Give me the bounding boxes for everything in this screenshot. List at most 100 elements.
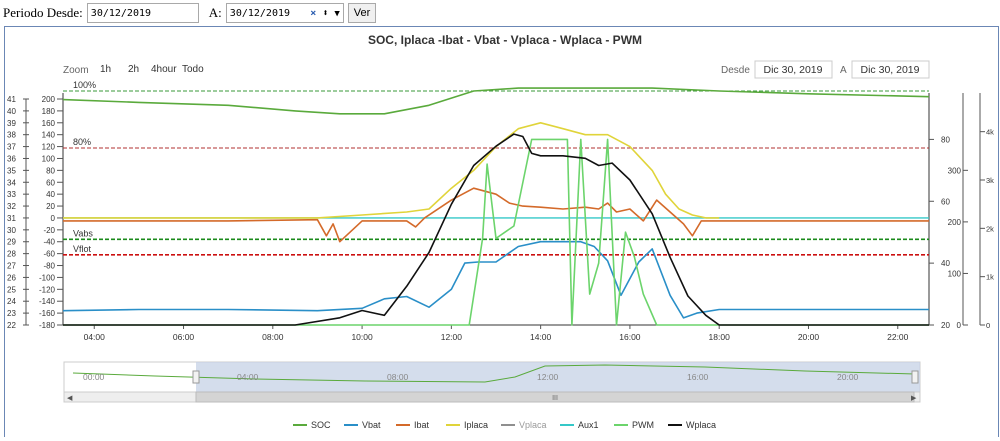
- legend-item-iplaca: Iplaca: [464, 420, 488, 430]
- vbat-tick-label: 39: [7, 119, 16, 128]
- zoom-2h-button[interactable]: 2h: [128, 64, 139, 75]
- right-axis-2-tick-label: 0: [957, 321, 962, 330]
- vbat-tick-label: 33: [7, 190, 16, 199]
- navigator-tick-label: 08:00: [387, 372, 409, 382]
- a-label: A:: [208, 5, 222, 20]
- legend-item-aux1: Aux1: [578, 420, 599, 430]
- range-from-input[interactable]: [754, 60, 833, 79]
- ibat-tick-label: -60: [43, 250, 55, 259]
- x-tick-label: 06:00: [173, 332, 195, 342]
- period-filter: Periodo Desde: 30/12/2019 A: 30/12/2019 …: [3, 2, 377, 24]
- legend-item-wplaca: Wplaca: [686, 420, 716, 430]
- vbat-tick-label: 30: [7, 226, 16, 235]
- series-line-ibat: [63, 187, 929, 243]
- chart-legend: SOC Vbat Ibat Iplaca Vplaca Aux1 PWM Wplaca: [293, 420, 716, 430]
- right-axis-2-tick-label: 100: [948, 269, 962, 278]
- ibat-tick-label: -180: [39, 321, 56, 330]
- navigator-left-handle[interactable]: [192, 370, 200, 384]
- chart-title: SOC, Iplaca -Ibat - Vbat - Vplaca - Wpla…: [368, 33, 642, 47]
- wplaca-tick-label: 4k: [986, 128, 994, 137]
- vbat-tick-label: 36: [7, 154, 16, 163]
- vbat-tick-label: 23: [7, 309, 16, 318]
- legend-item-vplaca: Vplaca: [519, 420, 547, 430]
- wplaca-tick-label: 1k: [986, 273, 994, 282]
- series-line-wplaca: [63, 133, 929, 326]
- a-date-input[interactable]: 30/12/2019 × ⬍ ▼: [225, 3, 344, 23]
- navigator-tick-label: 16:00: [687, 372, 709, 382]
- wplaca-tick-label: 0: [986, 321, 990, 330]
- ibat-tick-label: 160: [42, 119, 56, 128]
- vbat-tick-label: 24: [7, 297, 16, 306]
- x-tick-label: 12:00: [441, 332, 463, 342]
- navigator[interactable]: 00:00 04:00 08:00 12:00 16:00 20:00 III ◀ ▶: [63, 361, 921, 403]
- ver-button[interactable]: Ver: [347, 3, 377, 23]
- range-from-value: Dic 30, 2019: [764, 64, 823, 76]
- scroll-right-arrow[interactable]: ▶: [911, 395, 917, 402]
- pwm-tick-label: 20: [941, 321, 950, 330]
- ibat-tick-label: 40: [46, 190, 55, 199]
- x-tick-label: 14:00: [530, 332, 552, 342]
- navigator-scrollbar-thumb[interactable]: [195, 391, 915, 403]
- vbat-tick-label: 28: [7, 250, 16, 259]
- wplaca-tick-label: 2k: [986, 224, 994, 233]
- vbat-tick-label: 22: [7, 321, 16, 330]
- ibat-tick-label: -20: [43, 226, 55, 235]
- x-tick-label: 08:00: [262, 332, 284, 342]
- x-tick-label: 10:00: [351, 332, 373, 342]
- desde-date-input[interactable]: 30/12/2019: [86, 3, 199, 23]
- ibat-tick-label: -40: [43, 238, 55, 247]
- ibat-tick-label: 120: [42, 143, 56, 152]
- ibat-tick-label: -120: [39, 285, 56, 294]
- plot-line-label: 100%: [73, 80, 96, 90]
- vbat-tick-label: 34: [7, 178, 16, 187]
- x-tick-label: 22:00: [887, 332, 909, 342]
- navigator-tick-label: 20:00: [837, 372, 859, 382]
- scroll-left-arrow[interactable]: ◀: [67, 395, 73, 402]
- series-line-iplaca: [63, 122, 720, 219]
- x-tick-label: 04:00: [84, 332, 106, 342]
- pwm-tick-label: 80: [941, 135, 950, 144]
- vbat-tick-label: 25: [7, 285, 16, 294]
- right-axis-2-tick-label: 200: [948, 218, 962, 227]
- vbat-tick-label: 27: [7, 262, 16, 271]
- legend-item-ibat: Ibat: [414, 420, 430, 430]
- legend-item-soc: SOC: [311, 420, 331, 430]
- range-to-input[interactable]: [851, 60, 930, 79]
- spinner-icon[interactable]: ⬍: [322, 7, 329, 19]
- vbat-tick-label: 29: [7, 238, 16, 247]
- zoom-4hour-button[interactable]: 4hour: [151, 64, 177, 75]
- x-tick-label: 18:00: [709, 332, 731, 342]
- navigator-tick-label: 12:00: [537, 372, 559, 382]
- ibat-tick-label: 60: [46, 178, 55, 187]
- ibat-tick-label: -80: [43, 262, 55, 271]
- series-line-vbat: [62, 240, 929, 319]
- vbat-tick-label: 38: [7, 131, 16, 140]
- clear-icon[interactable]: ×: [310, 7, 317, 19]
- vbat-tick-label: 40: [7, 107, 16, 116]
- wplaca-tick-label: 3k: [986, 176, 994, 185]
- range-to-label: A: [840, 65, 847, 76]
- range-from-label: Desde: [721, 65, 750, 76]
- vbat-tick-label: 26: [7, 273, 16, 282]
- ibat-tick-label: 180: [42, 107, 56, 116]
- navigator-tick-label: 00:00: [83, 372, 105, 382]
- plot-line-label: 80%: [73, 137, 91, 147]
- zoom-1h-button[interactable]: 1h: [100, 64, 111, 75]
- x-tick-label: 20:00: [798, 332, 820, 342]
- zoom-todo-button[interactable]: Todo: [182, 64, 204, 75]
- vbat-tick-label: 32: [7, 202, 16, 211]
- x-tick-label: 16:00: [619, 332, 641, 342]
- pwm-tick-label: 60: [941, 197, 950, 206]
- navigator-right-handle[interactable]: [911, 370, 919, 384]
- ibat-tick-label: -100: [39, 273, 56, 282]
- ibat-tick-label: 80: [46, 166, 55, 175]
- ibat-tick-label: 200: [42, 95, 56, 104]
- dropdown-icon[interactable]: ▼: [334, 8, 340, 19]
- desde-label: Periodo Desde:: [3, 5, 83, 20]
- ibat-tick-label: -160: [39, 309, 56, 318]
- ibat-tick-label: -140: [39, 297, 56, 306]
- range-to-value: Dic 30, 2019: [861, 64, 920, 76]
- navigator-scroll-grip: III: [552, 395, 558, 402]
- pwm-tick-label: 40: [941, 259, 950, 268]
- ibat-tick-label: 0: [51, 214, 56, 223]
